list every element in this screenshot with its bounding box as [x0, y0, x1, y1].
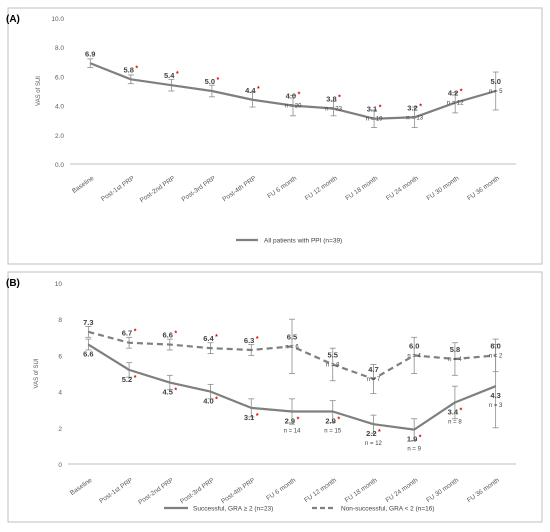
- series-line: [87, 343, 497, 431]
- legend-label: Non-successful, GRA < 2 (n=16): [341, 506, 435, 513]
- data-label: 3.1*: [367, 105, 382, 114]
- n-label: n = 3: [489, 403, 503, 409]
- y-tick-label: 0.0: [55, 162, 64, 169]
- data-label: 6.9: [85, 49, 95, 58]
- data-label: 5.5: [328, 350, 338, 359]
- data-label: 3.4 *: [448, 407, 463, 416]
- n-label: n = 2: [489, 353, 503, 359]
- panel-border: [7, 271, 543, 523]
- data-label: 4.0 *: [203, 397, 218, 406]
- n-label: n = 12: [365, 441, 383, 447]
- series-1: 6.6 5.2 * 4.5 * 4.0 * 3.1* 2.9 * n = 14 2.9 * n = 15 2…: [83, 338, 503, 453]
- data-label: 4.5 *: [162, 388, 177, 397]
- n-label: n = 14: [284, 429, 302, 435]
- data-label: 6.3*: [244, 336, 259, 345]
- data-label: 4.7: [368, 365, 378, 374]
- n-label: n = 20: [285, 104, 303, 110]
- data-label: 5.0: [491, 77, 501, 86]
- series-2: 7.3 6.7 * 6.6 * 6.4 * 6.3* 6.5 n = 6 5.5 n = 8 4.7 n …: [83, 318, 503, 394]
- y-axis-label: VAS of SUI: [36, 76, 42, 106]
- panel-label: (B): [6, 278, 20, 289]
- n-label: n = 12: [447, 101, 465, 107]
- n-label: n = 4: [448, 357, 462, 363]
- data-label: 4.2 *: [448, 89, 463, 98]
- n-label: n = 23: [325, 107, 343, 113]
- data-label: 7.3: [83, 318, 93, 327]
- data-label: 6.4 *: [203, 334, 218, 343]
- panel-label: (A): [6, 14, 20, 25]
- n-label: n = 19: [366, 117, 384, 123]
- data-label: 4.0 *: [286, 92, 301, 101]
- y-tick-label: 2: [58, 426, 62, 433]
- n-label: n = 8: [326, 362, 340, 368]
- data-label: 5.8 *: [123, 65, 138, 74]
- n-label: n = 7: [367, 377, 381, 383]
- legend-label: Successful, GRA ≥ 2 (n=23): [193, 506, 273, 513]
- data-label: 3.8 *: [326, 95, 341, 104]
- data-label: 5.4 *: [164, 71, 179, 80]
- n-label: n = 9: [407, 447, 421, 453]
- data-label: 6.5: [287, 332, 297, 341]
- y-tick-label: 2.0: [55, 133, 64, 140]
- panel-border: [7, 7, 543, 265]
- y-tick-label: 10: [55, 281, 63, 288]
- y-tick-label: 4: [58, 390, 62, 397]
- y-tick-label: 6: [58, 353, 62, 360]
- data-label: 6.0: [490, 341, 500, 350]
- data-label: 2.9 *: [285, 417, 300, 426]
- y-axis-label: VAS of SUI: [34, 358, 40, 388]
- series-line: [89, 62, 497, 120]
- data-label: 6.6 *: [162, 331, 177, 340]
- data-label: 6.0: [409, 341, 419, 350]
- data-label: 2.2 *: [366, 429, 381, 438]
- y-tick-label: 8: [58, 317, 62, 324]
- y-tick-label: 0: [58, 462, 62, 469]
- y-tick-label: 8.0: [55, 45, 64, 52]
- data-label: 4.4*: [245, 86, 260, 95]
- series-line: [88, 330, 496, 381]
- y-tick-label: 10.0: [51, 16, 64, 23]
- y-tick-label: 4.0: [55, 104, 64, 111]
- n-label: n = 5: [489, 89, 503, 95]
- data-label: 3.2 *: [407, 103, 422, 112]
- series-1: 6.9 5.8 * 5.4 * 5.0 * 4.4* 4.0 * n = 20 3.8 * n = 23 3…: [85, 49, 503, 128]
- n-label: n = 15: [324, 429, 342, 435]
- data-label: 5.0 *: [205, 77, 220, 86]
- data-label: 3.1*: [244, 413, 259, 422]
- n-label: n = 4: [407, 353, 421, 359]
- n-label: n = 6: [285, 344, 299, 350]
- data-label: 5.2 *: [122, 375, 137, 384]
- legend-label: All patients with PPI (n=39): [264, 238, 342, 245]
- data-label: 5.8: [450, 345, 460, 354]
- data-label: 1.9 *: [407, 435, 422, 444]
- n-label: n = 13: [406, 115, 424, 121]
- data-label: 6.6: [83, 350, 93, 359]
- data-label: 4.3: [490, 391, 500, 400]
- data-label: 2.9 *: [325, 417, 340, 426]
- data-label: 6.7 *: [122, 329, 137, 338]
- n-label: n = 8: [448, 419, 462, 425]
- y-tick-label: 6.0: [55, 74, 64, 81]
